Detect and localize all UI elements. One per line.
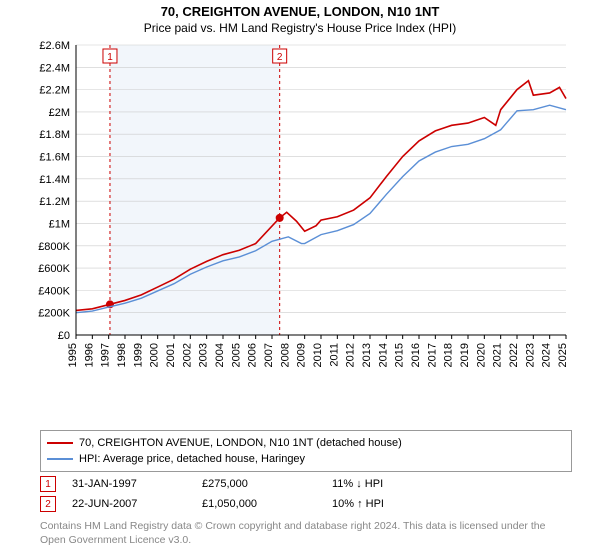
svg-text:2017: 2017 [426, 343, 438, 367]
series-legend: 70, CREIGHTON AVENUE, LONDON, N10 1NT (d… [40, 430, 572, 472]
sales-row: 2 22-JUN-2007 £1,050,000 10% ↑ HPI [40, 494, 572, 514]
svg-text:2011: 2011 [328, 343, 340, 367]
svg-text:£1.6M: £1.6M [39, 152, 70, 164]
svg-text:£2.6M: £2.6M [39, 40, 70, 52]
svg-text:2021: 2021 [492, 343, 504, 367]
svg-text:2014: 2014 [377, 343, 389, 367]
svg-text:2016: 2016 [410, 343, 422, 367]
svg-text:£600K: £600K [38, 263, 70, 275]
svg-text:£1.8M: £1.8M [39, 129, 70, 141]
svg-text:£800K: £800K [38, 241, 70, 253]
svg-text:£2.4M: £2.4M [39, 62, 70, 74]
legend-swatch [47, 458, 73, 460]
svg-text:2023: 2023 [524, 343, 536, 367]
svg-text:2025: 2025 [557, 343, 569, 367]
svg-text:1996: 1996 [83, 343, 95, 367]
legend-label: 70, CREIGHTON AVENUE, LONDON, N10 1NT (d… [79, 437, 402, 449]
sale-vs-hpi: 10% ↑ HPI [332, 498, 462, 510]
page-title: 70, CREIGHTON AVENUE, LONDON, N10 1NT [0, 0, 600, 19]
svg-text:2005: 2005 [230, 343, 242, 367]
svg-text:£200K: £200K [38, 308, 70, 320]
svg-text:£0: £0 [58, 330, 70, 342]
svg-text:1: 1 [107, 52, 113, 63]
svg-text:2010: 2010 [312, 343, 324, 367]
svg-text:2: 2 [277, 52, 283, 63]
legend-row: HPI: Average price, detached house, Hari… [47, 451, 565, 467]
svg-text:1998: 1998 [116, 343, 128, 367]
svg-text:2003: 2003 [198, 343, 210, 367]
footnote: Contains HM Land Registry data © Crown c… [40, 520, 572, 547]
svg-text:£2.2M: £2.2M [39, 85, 70, 97]
svg-text:£1.4M: £1.4M [39, 174, 70, 186]
svg-text:£400K: £400K [38, 285, 70, 297]
svg-text:£1.2M: £1.2M [39, 196, 70, 208]
sale-price: £1,050,000 [202, 498, 332, 510]
svg-text:2019: 2019 [459, 343, 471, 367]
svg-text:£1M: £1M [49, 218, 70, 230]
sale-marker-badge: 1 [40, 476, 56, 492]
sales-row: 1 31-JAN-1997 £275,000 11% ↓ HPI [40, 474, 572, 494]
svg-text:2015: 2015 [394, 343, 406, 367]
svg-text:2013: 2013 [361, 343, 373, 367]
svg-text:2007: 2007 [263, 343, 275, 367]
svg-text:2006: 2006 [247, 343, 259, 367]
svg-text:2012: 2012 [345, 343, 357, 367]
svg-text:£2M: £2M [49, 107, 70, 119]
svg-text:1995: 1995 [67, 343, 79, 367]
svg-text:2020: 2020 [475, 343, 487, 367]
svg-text:2002: 2002 [181, 343, 193, 367]
sale-price: £275,000 [202, 478, 332, 490]
svg-text:2018: 2018 [443, 343, 455, 367]
svg-text:2004: 2004 [214, 343, 226, 367]
svg-text:2001: 2001 [165, 343, 177, 367]
legend-row: 70, CREIGHTON AVENUE, LONDON, N10 1NT (d… [47, 435, 565, 451]
sales-table: 1 31-JAN-1997 £275,000 11% ↓ HPI 2 22-JU… [40, 474, 572, 514]
sale-date: 22-JUN-2007 [72, 498, 202, 510]
sale-date: 31-JAN-1997 [72, 478, 202, 490]
price-chart: £0 £200K £400K £600K £800K £1M £1.2M £1.4M £1.6M… [22, 39, 578, 379]
sale-vs-hpi: 11% ↓ HPI [332, 478, 462, 490]
sale-marker-badge: 2 [40, 496, 56, 512]
svg-text:2000: 2000 [149, 343, 161, 367]
svg-text:1999: 1999 [132, 343, 144, 367]
svg-text:1997: 1997 [100, 343, 112, 367]
svg-text:2024: 2024 [541, 343, 553, 367]
legend-label: HPI: Average price, detached house, Hari… [79, 453, 305, 465]
svg-text:2009: 2009 [296, 343, 308, 367]
svg-text:2008: 2008 [279, 343, 291, 367]
page-subtitle: Price paid vs. HM Land Registry's House … [0, 19, 600, 39]
svg-text:2022: 2022 [508, 343, 520, 367]
legend-swatch [47, 442, 73, 444]
